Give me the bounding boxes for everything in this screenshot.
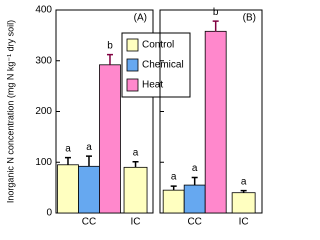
- legend-swatch: [126, 58, 139, 72]
- error-bar: [132, 160, 139, 168]
- bar: [183, 184, 206, 214]
- legend-swatch: [126, 78, 139, 92]
- legend-label: Heat: [142, 80, 163, 91]
- panel-label: (A): [134, 13, 147, 24]
- error-bar: [64, 156, 71, 165]
- legend-label: Control: [142, 40, 174, 51]
- x-tick-label: CC: [82, 217, 96, 228]
- significance-letter: a: [171, 172, 177, 183]
- bar: [123, 166, 148, 214]
- error-bar: [240, 189, 247, 193]
- significance-letter: b: [107, 40, 113, 51]
- error-bar: [85, 155, 92, 167]
- bar: [204, 30, 227, 214]
- x-tick-label: CC: [187, 217, 201, 228]
- legend: Control Chemical Heat: [121, 32, 191, 98]
- bar: [99, 64, 121, 214]
- bar: [231, 192, 256, 214]
- chart: 0 100 200 300 400 (A) Inorganic N concentratio…: [5, 5, 263, 228]
- error-bar: [106, 53, 113, 65]
- error-bar: [170, 185, 177, 191]
- bar: [78, 165, 100, 214]
- legend-swatch: [126, 38, 139, 52]
- error-bar: [191, 176, 198, 186]
- bar: [162, 189, 185, 214]
- significance-letter: a: [241, 176, 247, 187]
- x-tick-label: IC: [131, 217, 141, 228]
- significance-letter: b: [213, 7, 219, 18]
- y-tick-label: 200: [35, 106, 52, 117]
- panel-label: (B): [243, 13, 256, 24]
- significance-letter: a: [192, 163, 198, 174]
- y-tick-label: 300: [35, 55, 52, 66]
- error-bar: [212, 20, 219, 32]
- y-tick-label: 400: [35, 5, 52, 16]
- y-tick-label: 100: [35, 157, 52, 168]
- y-axis-label: Inorganic N concentration (mg N kg⁻¹ dry…: [5, 20, 15, 203]
- x-tick-label: IC: [239, 217, 249, 228]
- significance-letter: a: [65, 143, 71, 154]
- y-tick-label: 0: [46, 208, 52, 219]
- significance-letter: a: [133, 147, 139, 158]
- bar: [57, 164, 79, 214]
- significance-letter: a: [86, 142, 92, 153]
- legend-label: Chemical: [142, 60, 184, 71]
